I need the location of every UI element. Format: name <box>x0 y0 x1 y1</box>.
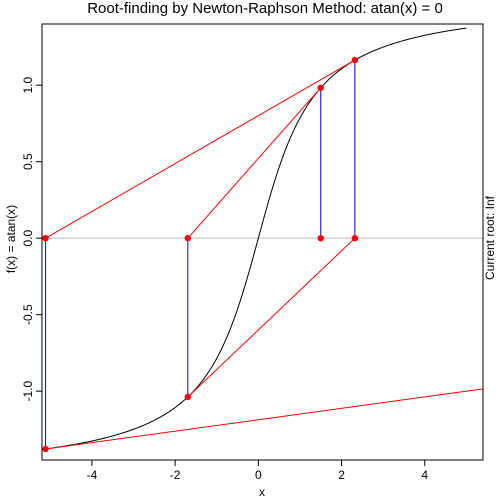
atan-curve <box>41 27 467 450</box>
chart-title: Root-finding by Newton-Raphson Method: a… <box>87 0 443 17</box>
y-tick-label-1: -0.5 <box>21 304 35 325</box>
x-tick-label-2: 0 <box>255 468 262 482</box>
axis-point-1 <box>317 234 324 242</box>
y-tick-label-3: 0.5 <box>21 153 35 170</box>
x-tick-label-4: 4 <box>421 468 428 482</box>
curve-point-2 <box>184 393 192 401</box>
axis-point-4 <box>42 234 49 242</box>
curve-point-3 <box>351 56 359 64</box>
curve-point-4 <box>42 445 49 453</box>
tangent-line-2 <box>187 237 356 398</box>
y-tick-label-0: -1.0 <box>21 380 35 401</box>
x-axis: -4 -2 0 2 4 <box>87 459 428 482</box>
y-axis-label: f(x) = atan(x) <box>4 205 18 273</box>
x-tick-label-3: 2 <box>338 468 345 482</box>
x-tick-label-1: -2 <box>170 468 181 482</box>
plot-frame <box>41 23 484 461</box>
plot-area <box>41 27 484 453</box>
axis-point-3 <box>351 234 359 242</box>
curve-point-1 <box>317 84 324 91</box>
x-axis-label: x <box>259 485 265 499</box>
y-tick-label-4: 1.0 <box>21 77 35 94</box>
y-tick-label-2: 0.0 <box>21 230 35 247</box>
y-axis: -1.0 -0.5 0.0 0.5 1.0 <box>21 77 43 402</box>
tangent-line-4 <box>45 388 484 450</box>
axis-point-2 <box>184 234 192 242</box>
tangent-line-1 <box>187 87 322 239</box>
current-root-label: Current root: Inf <box>483 195 497 280</box>
x-tick-label-0: -4 <box>87 468 98 482</box>
tangent-line-3 <box>45 59 356 239</box>
